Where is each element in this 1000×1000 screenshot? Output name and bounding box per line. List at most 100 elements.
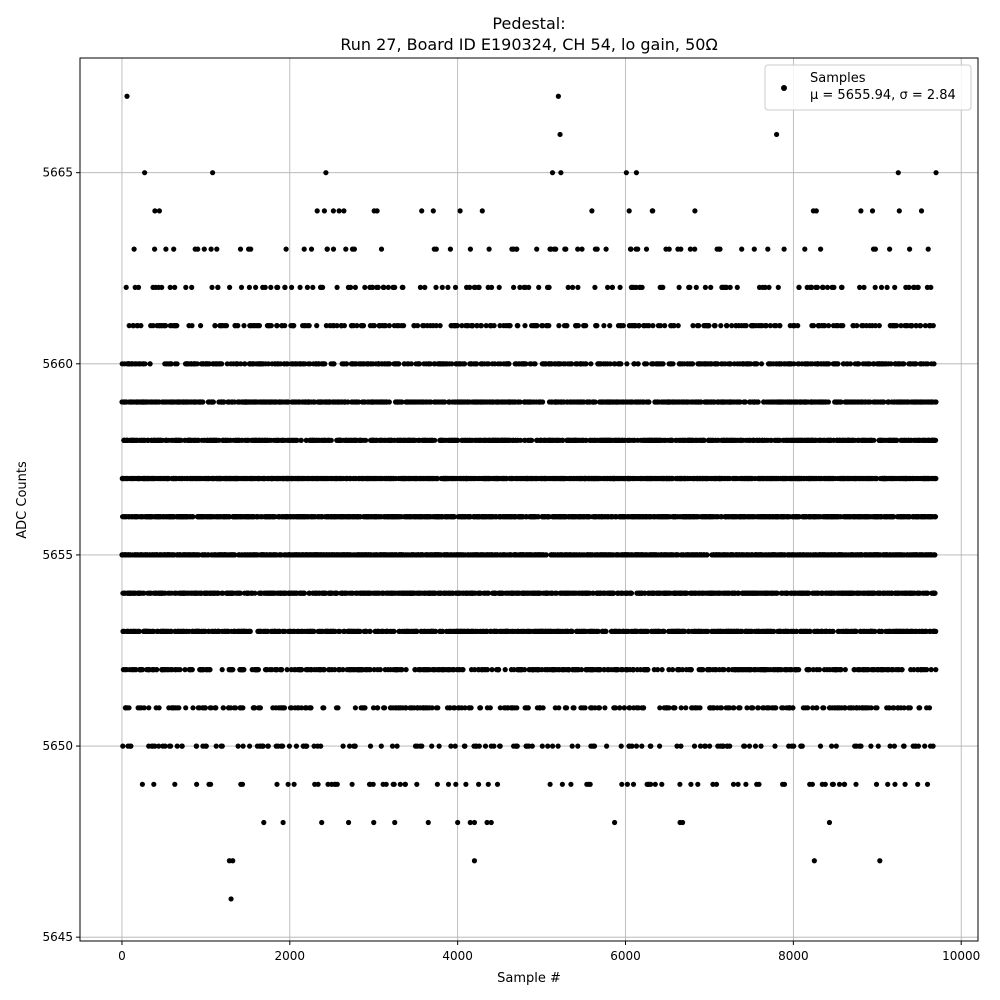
- data-point: [497, 743, 503, 749]
- data-point: [190, 705, 196, 711]
- data-point: [208, 781, 214, 787]
- data-point: [362, 284, 368, 290]
- data-point: [514, 743, 520, 749]
- data-point: [463, 781, 469, 787]
- data-point: [321, 208, 327, 214]
- data-point: [476, 284, 482, 290]
- data-point: [310, 284, 316, 290]
- data-point: [163, 323, 169, 329]
- data-point: [435, 705, 441, 711]
- data-point: [146, 705, 152, 711]
- data-point: [156, 743, 162, 749]
- data-point: [322, 361, 328, 367]
- data-point: [152, 208, 158, 214]
- data-point: [154, 667, 160, 673]
- data-point: [126, 323, 132, 329]
- data-point: [239, 781, 246, 787]
- data-point: [452, 743, 458, 749]
- data-point: [371, 323, 377, 329]
- data-point: [142, 361, 148, 367]
- data-point: [422, 284, 428, 290]
- data-point: [262, 284, 268, 290]
- data-point: [447, 246, 453, 252]
- data-point: [172, 781, 178, 787]
- data-point: [210, 399, 216, 405]
- data-point: [514, 705, 520, 711]
- data-point: [130, 323, 136, 329]
- data-point: [330, 208, 336, 214]
- data-point: [349, 781, 355, 787]
- data-point: [430, 208, 436, 214]
- data-point: [159, 284, 165, 290]
- data-point: [400, 284, 406, 290]
- data-point: [378, 246, 385, 252]
- data-point: [320, 284, 326, 290]
- data-point: [375, 705, 381, 711]
- data-point: [437, 323, 443, 329]
- data-point: [433, 246, 439, 252]
- data-point: [454, 323, 460, 329]
- data-point: [378, 743, 384, 749]
- data-point: [419, 208, 425, 214]
- data-point: [235, 323, 241, 329]
- data-point: [452, 284, 459, 290]
- data-point: [247, 628, 253, 635]
- data-point: [415, 323, 421, 329]
- data-point: [275, 284, 281, 290]
- data-point: [367, 743, 374, 749]
- data-point: [462, 361, 468, 367]
- data-point: [482, 743, 489, 749]
- data-point: [370, 781, 376, 787]
- data-point: [201, 246, 207, 252]
- data-point: [514, 246, 520, 252]
- data-point: [383, 781, 389, 787]
- data-point: [491, 743, 497, 749]
- data-point: [494, 781, 501, 787]
- data-point: [293, 743, 299, 749]
- data-point: [233, 705, 239, 711]
- data-point: [375, 284, 381, 290]
- data-point: [392, 284, 398, 290]
- data-point: [213, 743, 219, 749]
- data-point: [496, 667, 502, 673]
- data-point: [334, 781, 340, 787]
- data-point: [133, 667, 139, 673]
- data-point: [331, 361, 337, 367]
- data-point: [141, 705, 147, 711]
- data-point: [150, 323, 156, 329]
- data-point: [391, 781, 397, 787]
- data-point: [341, 323, 347, 329]
- data-point: [362, 705, 368, 711]
- data-point: [297, 284, 303, 290]
- data-point: [377, 667, 383, 673]
- data-point: [265, 743, 271, 749]
- data-point: [194, 781, 200, 787]
- data-point: [289, 284, 295, 290]
- data-point: [238, 361, 244, 367]
- data-point: [291, 323, 297, 329]
- data-point: [402, 781, 408, 787]
- data-point: [315, 781, 321, 787]
- data-point: [467, 246, 473, 252]
- data-point: [208, 705, 214, 711]
- data-point: [445, 284, 451, 290]
- data-point: [219, 743, 225, 749]
- data-point: [241, 667, 247, 673]
- data-point: [515, 323, 521, 329]
- data-point: [403, 667, 409, 673]
- data-point: [189, 284, 195, 290]
- data-point: [212, 323, 218, 329]
- data-point: [283, 246, 289, 252]
- data-point: [301, 590, 308, 596]
- data-point: [348, 284, 354, 290]
- data-point: [394, 743, 400, 749]
- data-point: [274, 323, 280, 329]
- data-point: [219, 667, 225, 673]
- data-point: [240, 743, 246, 749]
- data-point: [156, 705, 162, 711]
- data-point: [502, 667, 508, 673]
- data-point: [256, 323, 262, 329]
- data-point: [434, 781, 440, 787]
- data-point: [221, 399, 227, 405]
